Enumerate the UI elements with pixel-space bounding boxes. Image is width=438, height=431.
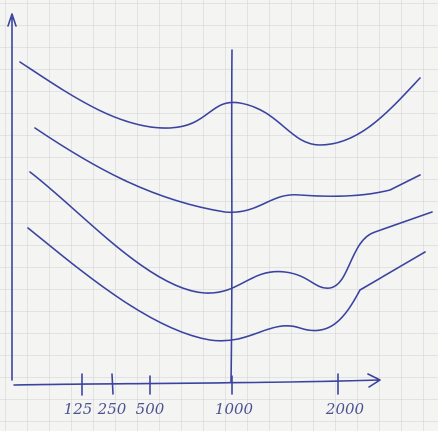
tick-marks <box>81 373 339 396</box>
y-axis <box>7 13 17 381</box>
x-label: 2000 <box>325 400 365 418</box>
x-label: 1000 <box>215 400 254 418</box>
curve <box>19 61 421 146</box>
reference-line <box>230 49 233 383</box>
curve <box>27 227 426 342</box>
x-label: 250 <box>97 400 127 418</box>
curve <box>34 127 421 213</box>
x-axis <box>13 373 381 388</box>
x-label: 125 <box>64 400 93 418</box>
curve <box>29 171 433 294</box>
x-label: 500 <box>136 400 165 418</box>
